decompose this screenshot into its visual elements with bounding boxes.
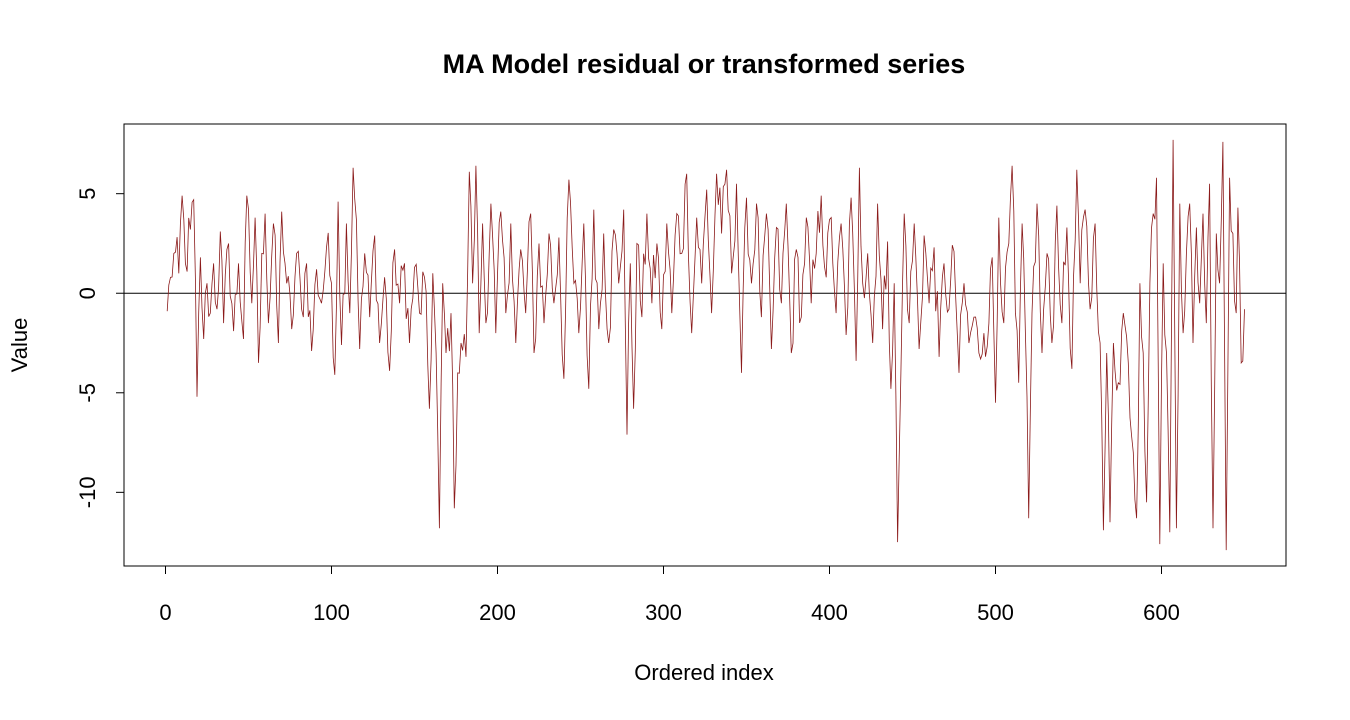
y-tick-label: 0 <box>75 287 100 299</box>
x-axis: 0 100 200 300 400 500 600 <box>159 565 1180 625</box>
y-axis: 5 0 -5 -10 <box>75 188 125 508</box>
x-axis-label: Ordered index <box>634 660 773 685</box>
x-tick-label: 600 <box>1143 600 1180 625</box>
series-line <box>166 139 1245 551</box>
x-tick-label: 300 <box>645 600 682 625</box>
plot-frame <box>123 123 1287 567</box>
chart-title: MA Model residual or transformed series <box>443 49 966 79</box>
x-tick-label: 0 <box>159 600 171 625</box>
y-tick-label: -10 <box>75 476 100 508</box>
y-tick-label: -5 <box>75 383 100 403</box>
x-tick-label: 100 <box>313 600 350 625</box>
y-axis-label: Value <box>7 318 32 373</box>
x-tick-label: 500 <box>977 600 1014 625</box>
y-tick-label: 5 <box>75 188 100 200</box>
x-tick-label: 200 <box>479 600 516 625</box>
x-tick-label: 400 <box>811 600 848 625</box>
